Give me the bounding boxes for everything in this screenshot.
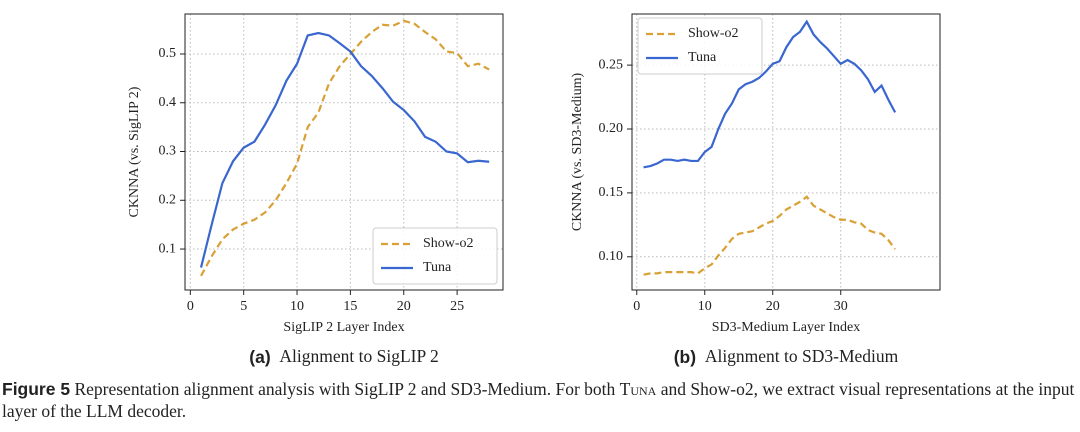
figure-caption: Figure 5 Representation alignment analys… <box>2 378 1078 422</box>
caption-text: Tuna <box>619 379 657 399</box>
caption-text: and Show-o2, we extract visual represent… <box>2 379 1075 421</box>
legend-label: Tuna <box>423 260 452 275</box>
subcaption-label: (b) <box>674 347 696 367</box>
y-tick-label: 0.5 <box>159 46 177 61</box>
axes-frame <box>631 13 941 291</box>
y-axis-label: CKNNA (vs. SD3-Medium) <box>570 73 585 232</box>
y-tick-label: 0.2 <box>159 192 177 207</box>
y-tick-label: 0.20 <box>599 121 624 136</box>
data-line <box>643 195 897 276</box>
subcaption-space <box>696 346 705 366</box>
x-tick-label: 15 <box>343 299 357 314</box>
x-tick-label: 10 <box>290 299 304 314</box>
subcaption-text: Alignment to SD3-Medium <box>705 346 899 366</box>
y-tick-label: 0.25 <box>599 57 624 72</box>
caption-label: Figure 5 <box>2 379 71 399</box>
x-tick-label: 0 <box>633 299 640 314</box>
y-tick-label: 0.4 <box>159 95 177 110</box>
x-tick-label: 20 <box>397 299 411 314</box>
x-tick-label: 20 <box>766 299 780 314</box>
data-line <box>200 19 490 277</box>
x-axis-label: SigLIP 2 Layer Index <box>283 320 404 335</box>
x-axis-label: SD3-Medium Layer Index <box>712 320 861 335</box>
x-tick-label: 5 <box>240 299 247 314</box>
y-axis-label: CKNNA (vs. SigLIP 2) <box>127 86 142 217</box>
axes-frame <box>184 13 504 291</box>
data-line <box>643 19 897 169</box>
figure: 0 5 10 15 20 25 0.1 0.2 0.3 0.4 0.5 SigLIP 2 Layer … <box>127 13 941 367</box>
legend-label: Show-o2 <box>688 26 739 41</box>
y-tick-label: 0.3 <box>159 144 177 159</box>
legend-label: Tuna <box>688 50 717 65</box>
caption-text: Representation alignment analysis with S… <box>74 379 620 399</box>
legend-box <box>637 17 763 75</box>
subcaption: (a) Alignment to SigLIP 2 <box>249 346 438 367</box>
y-tick-label: 0.10 <box>599 249 624 264</box>
legend-label: Show-o2 <box>423 236 474 251</box>
legend-box <box>372 227 498 285</box>
subcaption-label: (a) <box>249 347 270 367</box>
y-tick-label: 0.1 <box>159 241 177 256</box>
subcaption-space <box>271 346 280 366</box>
data-line <box>199 31 490 268</box>
subcaption-text: Alignment to SigLIP 2 <box>279 346 438 366</box>
x-tick-label: 25 <box>450 299 464 314</box>
y-tick-label: 0.15 <box>599 185 624 200</box>
x-tick-label: 0 <box>187 299 194 314</box>
subcaption: (b) Alignment to SD3-Medium <box>674 346 899 367</box>
x-tick-label: 10 <box>698 299 712 314</box>
x-tick-label: 30 <box>834 299 848 314</box>
